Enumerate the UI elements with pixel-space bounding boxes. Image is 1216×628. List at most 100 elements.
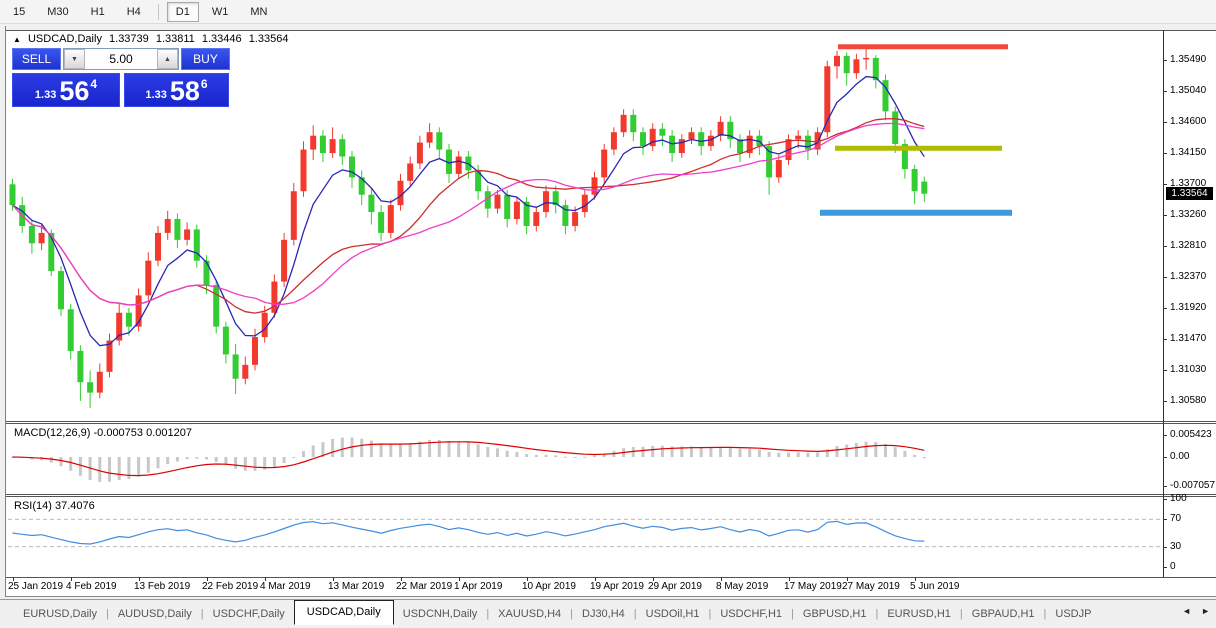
- collapse-indicator-icon[interactable]: ▲: [13, 35, 21, 44]
- tab-separator: |: [105, 608, 109, 620]
- date-tick: [721, 577, 722, 581]
- price-tick-label: 1.34600: [1170, 115, 1207, 127]
- date-tick: [653, 577, 654, 581]
- timeframe-button-h1[interactable]: H1: [90, 5, 105, 18]
- tab-gbpaud-h1[interactable]: GBPAUD,H1: [971, 608, 1035, 620]
- tab-scroll-left-icon[interactable]: ◄: [1182, 606, 1192, 616]
- price-tick-label: 1.35490: [1170, 54, 1207, 65]
- rsi-line: [12, 520, 925, 545]
- tab-separator: |: [791, 608, 794, 620]
- price-tick: [1163, 121, 1167, 123]
- rsi-pane-separator-top[interactable]: [6, 494, 1216, 495]
- rsi-tick: [1163, 567, 1167, 568]
- macd-tick-label: 0.005423: [1170, 429, 1212, 440]
- sell-price-prefix: 1.33: [34, 89, 57, 101]
- tab-scroll-right-icon[interactable]: ►: [1201, 606, 1210, 616]
- toolbar-separator: [157, 3, 159, 20]
- macd-tick-label: 0.00: [1170, 451, 1190, 462]
- price-tick-label: 1.30580: [1170, 394, 1207, 406]
- tab-eurusd-daily[interactable]: EURUSD,Daily: [23, 608, 97, 620]
- volume-increase-icon[interactable]: ▲: [157, 49, 178, 69]
- tab-xauusd-h4[interactable]: XAUUSD,H4: [498, 608, 562, 620]
- tab-usdchf-daily[interactable]: USDCHF,Daily: [212, 608, 285, 620]
- price-tick-label: 1.32810: [1170, 240, 1207, 252]
- sell-price-box[interactable]: 1.33 56 4: [12, 73, 120, 107]
- window-bottom-border: [6, 596, 1216, 597]
- chart-symbol-label: USDCAD,Daily: [27, 33, 102, 45]
- price-tick-label: 1.31030: [1170, 363, 1207, 375]
- buy-price-box[interactable]: 1.33 58 6: [124, 73, 229, 107]
- tab-usdcad-daily[interactable]: USDCAD,Daily: [293, 600, 394, 625]
- tab-usdoil-h1[interactable]: USDOil,H1: [645, 608, 700, 620]
- tab-eurusd-h1[interactable]: EURUSD,H1: [887, 608, 951, 620]
- price-tick: [1163, 60, 1167, 61]
- main-chart-pane[interactable]: [8, 30, 1163, 421]
- price-tick-label: 1.31920: [1170, 301, 1207, 313]
- price-tick: [1163, 307, 1167, 309]
- date-label: 22 Feb 2019: [202, 581, 259, 592]
- date-label: 29 Apr 2019: [648, 581, 702, 592]
- date-label: 4 Feb 2019: [66, 581, 117, 592]
- date-tick: [139, 577, 140, 581]
- timeframe-button-mn[interactable]: MN: [250, 5, 268, 18]
- candles: [9, 48, 928, 408]
- tab-separator: |: [1043, 608, 1047, 620]
- rsi-tick: [1163, 499, 1167, 500]
- macd-label: MACD(12,26,9) -0.000753 0.001207: [14, 427, 192, 439]
- chart-header: ▲ USDCAD,Daily 1.33739 1.33811 1.33446 1…: [13, 33, 292, 45]
- date-tick: [333, 577, 334, 581]
- one-click-trading-panel: SELL ▼ ▲ BUY 1.33 56 4 1.33 58 6: [12, 48, 230, 107]
- date-label: 17 May 2019: [784, 581, 842, 592]
- macd-pane[interactable]: [8, 424, 1163, 494]
- volume-input[interactable]: [85, 49, 157, 69]
- sell-price-pip: 4: [90, 77, 98, 91]
- ma-slow-line: [12, 122, 925, 306]
- rsi-pane[interactable]: [8, 497, 1163, 576]
- tab-separator: |: [570, 608, 573, 620]
- timeframe-button-h4[interactable]: H4: [126, 5, 141, 18]
- date-label: 13 Feb 2019: [134, 581, 191, 592]
- rsi-tick: [1163, 547, 1167, 548]
- tab-usdcnh-daily[interactable]: USDCNH,Daily: [402, 608, 478, 620]
- tab-audusd-daily[interactable]: AUDUSD,Daily: [117, 608, 192, 620]
- rsi-pane-separator-bottom[interactable]: [6, 496, 1216, 497]
- main-pane-top-border: [6, 30, 1216, 31]
- tab-separator: |: [875, 608, 879, 620]
- date-tick: [847, 577, 848, 581]
- rsi-tick-label: 70: [1170, 513, 1182, 524]
- date-label: 13 Mar 2019: [328, 581, 385, 592]
- price-tick: [1163, 214, 1167, 216]
- price-tick-label: 1.32370: [1170, 270, 1207, 282]
- timeframe-button-15[interactable]: 15: [13, 5, 26, 18]
- tab-usdjp[interactable]: USDJP: [1055, 608, 1092, 620]
- price-tick: [1163, 153, 1167, 155]
- rsi-tick-label: 30: [1170, 541, 1182, 552]
- ohlc-close: 1.33564: [248, 33, 289, 45]
- timeframe-button-w1[interactable]: W1: [211, 5, 229, 18]
- date-label: 1 Apr 2019: [454, 581, 503, 592]
- macd-pane-separator-top[interactable]: [6, 421, 1216, 422]
- volume-decrease-icon[interactable]: ▼: [64, 49, 85, 69]
- sell-button[interactable]: SELL: [12, 48, 61, 70]
- ohlc-high: 1.33811: [155, 33, 195, 45]
- buy-button[interactable]: BUY: [181, 48, 230, 70]
- date-tick: [915, 577, 916, 581]
- macd-pane-separator-bottom[interactable]: [6, 423, 1216, 424]
- price-tick: [1163, 246, 1167, 248]
- date-tick: [595, 577, 596, 581]
- date-label: 4 Mar 2019: [260, 581, 311, 592]
- tab-separator: |: [200, 608, 204, 620]
- timeframe-button-d1[interactable]: D1: [166, 1, 199, 22]
- date-tick: [401, 577, 402, 581]
- timeframe-button-m30[interactable]: M30: [47, 5, 69, 18]
- price-tick: [1163, 369, 1167, 371]
- price-tick-label: 1.33260: [1170, 208, 1207, 220]
- tab-usdchf-h1[interactable]: USDCHF,H1: [720, 608, 783, 620]
- price-tick-label: 1.31470: [1170, 333, 1207, 345]
- date-tick: [265, 577, 266, 581]
- current-price-badge: 1.33564: [1166, 186, 1213, 200]
- tab-gbpusd-h1[interactable]: GBPUSD,H1: [802, 608, 867, 620]
- date-label: 27 May 2019: [842, 581, 900, 592]
- buy-price-prefix: 1.33: [145, 89, 167, 101]
- tab-dj30-h4[interactable]: DJ30,H4: [582, 608, 625, 620]
